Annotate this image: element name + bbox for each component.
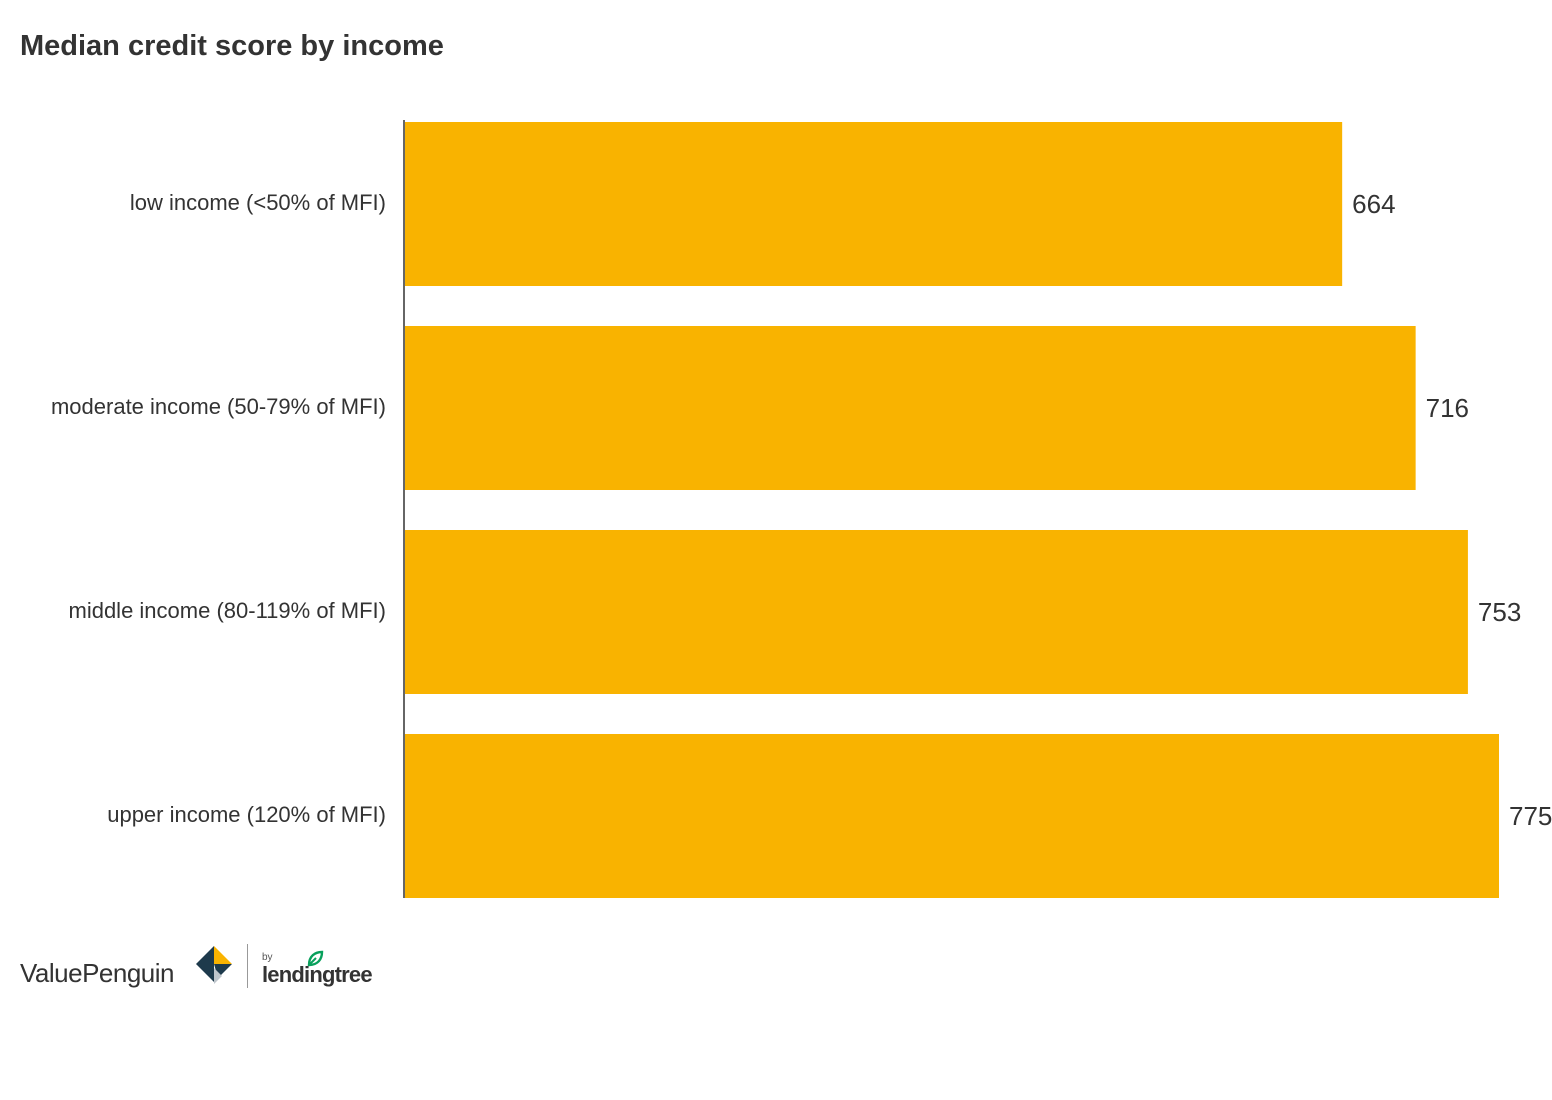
data-label: 716 (1426, 393, 1469, 423)
bar (405, 122, 1343, 286)
category-label: upper income (120% of MFI) (107, 802, 386, 827)
valuepenguin-logo-text: ValuePenguin (20, 958, 175, 988)
bar (405, 734, 1499, 898)
lendingtree-logo-text: lendingtree (262, 962, 373, 987)
brand-footer: ValuePenguin by lendingtree (20, 944, 400, 992)
brand-separator (247, 944, 248, 988)
data-label: 753 (1478, 597, 1521, 627)
category-label: middle income (80-119% of MFI) (69, 598, 387, 623)
bar-chart: low income (<50% of MFI) 664 moderate inco… (51, 120, 1552, 898)
bar (405, 326, 1416, 490)
bar (405, 530, 1468, 694)
chart-title: Median credit score by income (20, 30, 444, 62)
data-label: 775 (1509, 801, 1552, 831)
data-label: 664 (1352, 189, 1395, 219)
lendingtree-leaf-icon (307, 950, 324, 967)
brand-by-text: by (262, 952, 273, 963)
category-label: low income (<50% of MFI) (130, 190, 386, 215)
valuepenguin-logo-icon (196, 946, 232, 984)
category-label: moderate income (50-79% of MFI) (51, 394, 386, 419)
